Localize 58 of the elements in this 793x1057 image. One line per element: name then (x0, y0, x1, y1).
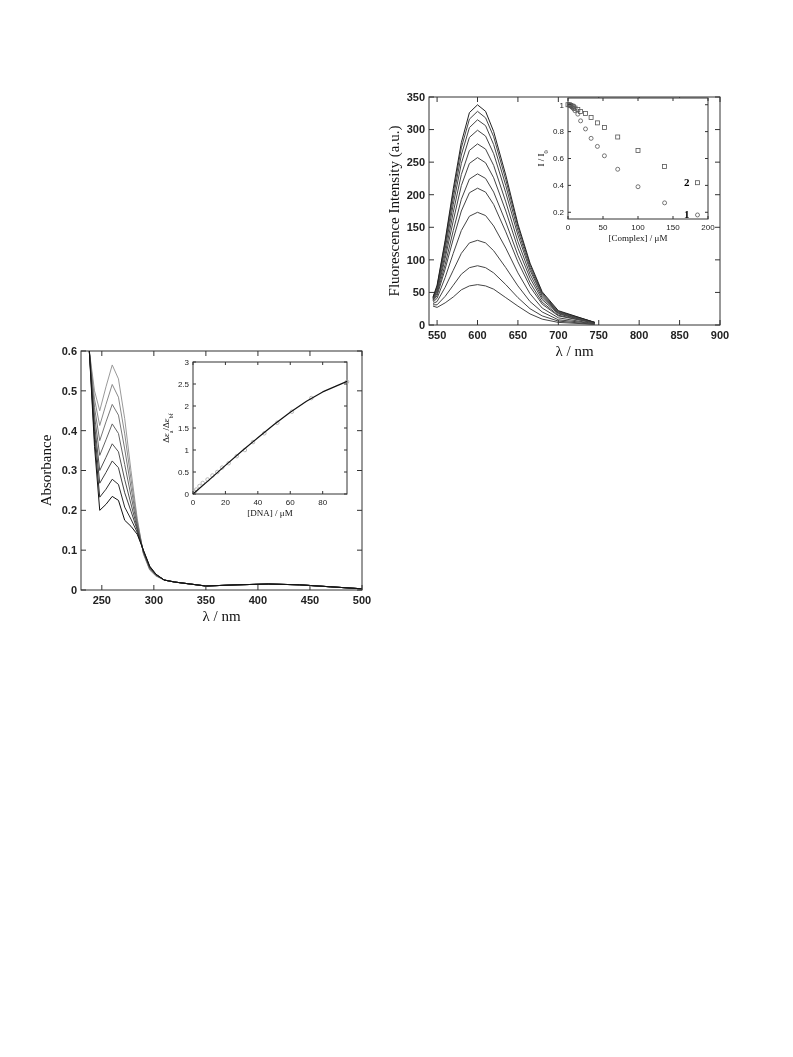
x-tick-label: 350 (196, 594, 216, 606)
x-tick-label: 800 (629, 329, 649, 341)
y-tick-label: 3 (184, 357, 190, 367)
text: 1 (684, 207, 690, 220)
y-tick-label: 0 (70, 583, 77, 596)
y-axis-title: Fluorescence Intensity (a.u.) (385, 125, 403, 297)
x-tick-label: 300 (144, 594, 164, 606)
x-axis-title: [DNA] / μM (247, 508, 293, 518)
y-tick-label: 0.8 (552, 127, 565, 137)
x-tick-label: 600 (468, 329, 487, 341)
x-axis-title: [Complex] / μM (608, 233, 668, 243)
x-tick-label: 60 (285, 498, 296, 507)
x-tick-label: 0 (190, 498, 196, 507)
y-tick-label: 0.5 (61, 384, 77, 397)
x-tick-label: 750 (589, 329, 608, 341)
y-tick-label: 2.5 (177, 379, 190, 389)
y-tick-label: 350 (406, 90, 425, 103)
y-tick-label: 100 (406, 253, 425, 266)
x-tick-label: 150 (666, 223, 681, 232)
y-tick-label: 0.3 (61, 464, 77, 477)
y-tick-label: 300 (406, 123, 425, 136)
x-tick-label: 650 (508, 329, 528, 341)
x-tick-label: 450 (300, 594, 320, 606)
series-label: 2 (684, 175, 690, 188)
y-tick-label: 0.5 (177, 467, 190, 477)
x-tick-label: 700 (549, 329, 568, 341)
x-tick-label: 0 (565, 223, 571, 232)
y-tick-label: 1.5 (177, 423, 190, 433)
y-axis-title: Absorbance (37, 434, 54, 507)
x-axis-title: λ / nm (555, 343, 594, 359)
x-tick-label: 80 (318, 498, 328, 507)
x-tick-label: 900 (710, 329, 730, 341)
y-tick-label: 0.6 (61, 344, 77, 357)
x-axis-title: λ / nm (202, 608, 241, 624)
y-tick-label: 0.2 (61, 504, 77, 517)
x-tick-label: 20 (220, 498, 231, 507)
x-tick-label: 100 (631, 223, 646, 232)
x-tick-label: 40 (253, 498, 263, 507)
x-tick-label: 50 (598, 223, 608, 232)
y-tick-label: 0.1 (61, 544, 77, 557)
x-tick-label: 400 (248, 594, 268, 606)
y-tick-label: 0.4 (552, 181, 565, 191)
y-tick-label: 200 (406, 188, 425, 201)
x-tick-label: 850 (670, 329, 689, 341)
y-tick-label: 0 (418, 318, 425, 331)
x-tick-label: 250 (92, 594, 111, 606)
x-tick-label: 500 (352, 594, 372, 606)
y-tick-label: 0.6 (552, 154, 565, 164)
y-tick-label: 1 (559, 100, 565, 110)
y-tick-label: 0.4 (61, 424, 78, 437)
x-tick-label: 200 (701, 223, 716, 232)
y-tick-label: 0.2 (552, 208, 565, 218)
y-tick-label: 250 (406, 155, 425, 168)
y-tick-label: 1 (184, 445, 190, 455)
y-tick-label: 50 (412, 286, 425, 299)
y-tick-label: 0 (184, 489, 190, 499)
x-tick-label: 550 (427, 329, 447, 341)
y-tick-label: 2 (184, 401, 190, 411)
